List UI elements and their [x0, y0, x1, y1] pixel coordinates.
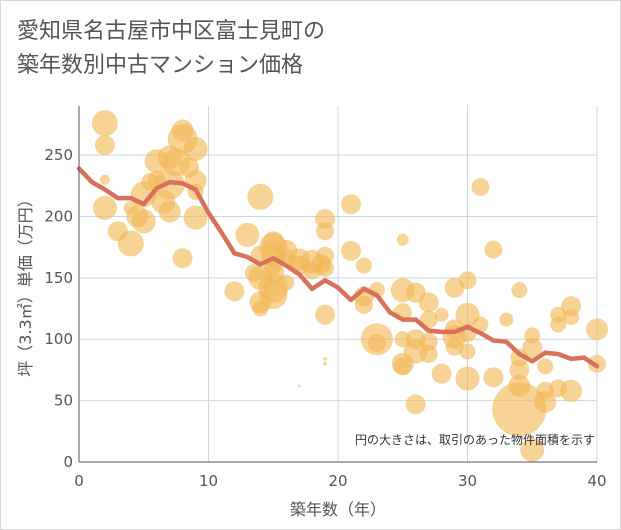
bubble-74: [405, 394, 426, 415]
bubble-50: [316, 222, 335, 241]
chart-title-line-1: 愛知県名古屋市中区富士見町の: [17, 19, 326, 44]
y-tick-1: 50: [54, 392, 73, 410]
bubble-43: [278, 274, 295, 291]
bubble-92: [484, 240, 503, 259]
bubble-103: [537, 358, 554, 375]
bubble-0: [91, 110, 118, 137]
bubble-58: [340, 240, 361, 261]
bubble-97: [509, 359, 530, 380]
bubble-25: [183, 205, 208, 230]
x-axis-label: 築年数（年）: [290, 500, 386, 519]
bubble-1: [94, 135, 115, 156]
bubble-93: [483, 367, 504, 388]
y-tick-5: 250: [44, 146, 73, 164]
bubbles: [91, 110, 608, 462]
bubble-101: [522, 337, 543, 358]
y-tick-2: 100: [44, 330, 73, 348]
bubble-88: [459, 343, 476, 360]
bubble-70: [393, 357, 412, 376]
bubble-89: [455, 366, 480, 391]
y-tick-0: 0: [63, 453, 73, 471]
bubble-61: [354, 295, 373, 314]
bubble-53: [315, 304, 336, 325]
bubble-22: [183, 136, 208, 161]
x-tick-1: 10: [199, 472, 218, 490]
chart-title-line-2: 築年数別中古マンション価格: [17, 53, 304, 78]
bubble-80: [431, 363, 452, 384]
bubble-78: [419, 344, 438, 363]
trend-line-group: [76, 166, 600, 369]
x-tick-0: 0: [74, 472, 84, 490]
x-tick-2: 20: [328, 472, 347, 490]
bubble-84: [445, 337, 464, 356]
bubble-59: [355, 257, 372, 274]
bubble-3: [92, 195, 117, 220]
bubble-85: [458, 271, 477, 290]
bubble-112: [586, 318, 608, 341]
bubble-57: [340, 194, 361, 215]
bubble-52: [316, 259, 335, 278]
bubble-99: [492, 382, 547, 437]
bubble-79: [434, 307, 449, 322]
bubble-105: [534, 390, 557, 413]
y-tick-3: 150: [44, 269, 73, 287]
bubble-9: [131, 209, 156, 234]
axes: [78, 106, 597, 463]
bubble-56: [297, 384, 301, 388]
y-axis-label: 坪（3.3㎡）単価（万円）: [16, 191, 35, 376]
bubble-27: [235, 222, 260, 247]
bubble-90: [471, 178, 490, 197]
bubble-20: [172, 248, 193, 269]
bubble-5: [117, 230, 144, 257]
bubble-26: [224, 281, 245, 302]
size-annotation: 円の大きさは、取引のあった物件面積を示す: [355, 432, 595, 447]
y-tick-4: 200: [44, 207, 73, 225]
tick-labels: 0 10 20 30 40 0 50 100 150 200 250: [44, 146, 606, 490]
bubble-64: [367, 333, 386, 352]
x-tick-4: 40: [587, 472, 606, 490]
trend-line: [76, 166, 600, 369]
bubble-91: [472, 316, 489, 333]
bubble-65: [396, 233, 409, 246]
bubble-2: [99, 174, 110, 185]
bubble-94: [499, 312, 514, 327]
bubble-102: [520, 437, 545, 462]
bubble-110: [563, 309, 580, 326]
bubble-54: [323, 356, 328, 361]
bubble-55: [323, 361, 328, 366]
bubble-95: [511, 282, 528, 299]
bubble-75: [418, 292, 439, 313]
bubble-16: [158, 200, 181, 223]
bubble-111: [560, 379, 583, 402]
chart-title: 愛知県名古屋市中区富士見町の 築年数別中古マンション価格: [17, 15, 325, 83]
bubble-107: [550, 316, 567, 333]
bubble-29: [247, 183, 274, 210]
x-tick-3: 30: [458, 472, 477, 490]
